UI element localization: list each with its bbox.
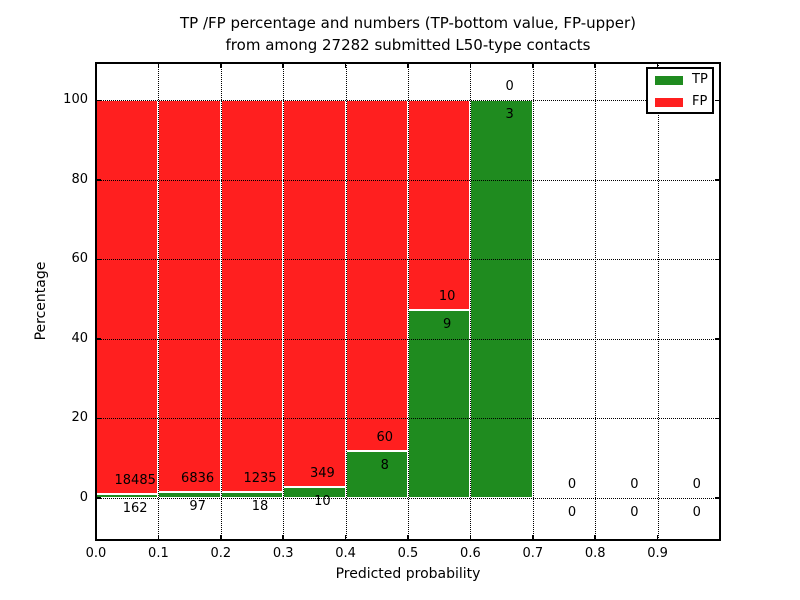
fp-count-label: 10: [438, 288, 456, 304]
tick-mark: [469, 535, 472, 540]
fp-count-label: 6836: [181, 471, 215, 487]
gridline-x: [158, 63, 160, 540]
x-tick-label: 0.6: [460, 546, 481, 561]
tick-mark: [715, 417, 720, 420]
tick-mark: [407, 63, 409, 68]
tick-mark: [656, 535, 659, 540]
y-tick-label: 80: [71, 171, 88, 187]
tp-count-label: 97: [189, 499, 206, 515]
tp-count-label: 8: [380, 458, 389, 474]
legend-entry: FP: [648, 94, 712, 110]
tick-mark: [344, 63, 347, 68]
x-tick-label: 0.1: [148, 546, 169, 561]
tp-count-label: 10: [314, 493, 331, 509]
tick-mark: [220, 535, 222, 540]
tick-mark: [282, 63, 284, 68]
tp-count-label: 0: [630, 504, 639, 520]
tick-mark: [532, 63, 534, 68]
fp-bar-segment: [345, 100, 408, 452]
fp-bar-segment: [220, 100, 284, 493]
y-tick-label: 0: [79, 489, 88, 505]
tick-mark: [656, 63, 659, 68]
legend-entry: TP: [648, 72, 712, 88]
tick-mark: [715, 338, 720, 340]
tp-bar-segment: [408, 309, 471, 498]
legend: TP FP: [646, 67, 714, 114]
tick-mark: [96, 99, 101, 102]
legend-swatch-tp: [655, 76, 683, 85]
gridline-x: [532, 63, 534, 540]
tick-mark: [469, 63, 472, 68]
fp-count-label: 18485: [114, 473, 156, 489]
tick-mark: [532, 535, 534, 540]
tick-mark: [715, 497, 720, 499]
tick-mark: [282, 535, 284, 540]
fp-count-label: 349: [309, 465, 335, 481]
y-tick-label: 60: [71, 251, 88, 267]
tick-mark: [157, 63, 160, 68]
gridline-x: [220, 63, 222, 540]
tick-mark: [715, 99, 720, 102]
tick-mark: [157, 535, 160, 540]
legend-label: TP: [692, 72, 708, 87]
fp-count-label: 1235: [243, 471, 277, 487]
fp-count-label: 0: [567, 476, 577, 492]
fp-count-label: 0: [630, 476, 639, 492]
tp-count-label: 3: [505, 107, 514, 123]
tick-mark: [96, 417, 101, 420]
fp-count-label: 0: [505, 79, 514, 95]
y-tick-label: 100: [63, 92, 88, 108]
x-tick-label: 0.2: [210, 546, 232, 561]
tick-mark: [95, 63, 97, 68]
tick-mark: [96, 258, 101, 261]
x-tick-label: 0.5: [397, 546, 419, 561]
tick-mark: [95, 535, 97, 540]
x-tick-label: 0.7: [522, 546, 544, 561]
x-tick-label: 0.0: [85, 546, 107, 561]
tick-mark: [594, 535, 596, 540]
tick-mark: [96, 497, 101, 499]
fp-count-label: 0: [692, 476, 701, 492]
chart-title-line2: from among 27282 submitted L50-type cont…: [225, 36, 591, 54]
x-tick-label: 0.4: [335, 546, 356, 561]
tp-count-label: 162: [122, 501, 148, 517]
tick-mark: [96, 338, 101, 340]
tick-mark: [407, 535, 409, 540]
gridline-x: [595, 63, 597, 540]
x-tick-label: 0.3: [272, 546, 294, 561]
tp-count-label: 0: [692, 504, 701, 520]
fp-bar-segment: [96, 100, 159, 495]
chart-title-line1: TP /FP percentage and numbers (TP-bottom…: [180, 14, 636, 32]
legend-swatch-fp: [655, 98, 683, 107]
gridline-x: [470, 63, 472, 540]
x-tick-label: 0.9: [647, 546, 668, 561]
fp-bar-segment: [158, 100, 221, 493]
chart-title: TP /FP percentage and numbers (TP-bottom…: [58, 12, 758, 56]
fp-bar-segment: [283, 100, 346, 487]
tick-mark: [220, 63, 222, 68]
tp-count-label: 9: [443, 316, 452, 332]
legend-label: FP: [692, 94, 708, 109]
gridline-x: [283, 63, 285, 540]
tick-mark: [715, 179, 720, 181]
x-axis-label: Predicted probability: [335, 566, 481, 582]
y-tick-label: 20: [71, 410, 88, 426]
fp-count-label: 60: [376, 430, 394, 446]
tick-mark: [715, 258, 720, 261]
tp-count-label: 0: [567, 504, 577, 520]
fp-bar-segment: [408, 100, 471, 310]
tick-mark: [344, 535, 347, 540]
tick-mark: [96, 179, 101, 181]
tp-count-label: 18: [251, 499, 269, 515]
x-tick-label: 0.8: [584, 546, 606, 561]
gridline-x: [408, 63, 409, 540]
gridline-x: [657, 63, 659, 540]
gridline-x: [345, 63, 347, 540]
tick-mark: [594, 63, 596, 68]
y-tick-label: 40: [71, 330, 88, 346]
